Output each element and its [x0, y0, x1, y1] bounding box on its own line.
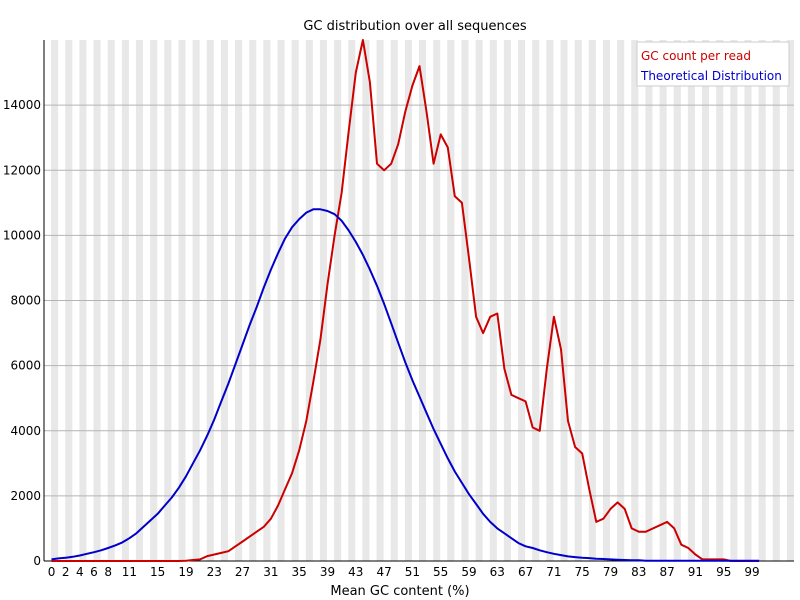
x-tick-43: 43 [348, 565, 363, 579]
legend: GC count per read Theoretical Distributi… [636, 41, 790, 87]
x-tick-99: 99 [744, 565, 759, 579]
x-tick-27: 27 [235, 565, 250, 579]
y-tick-14000: 14000 [3, 98, 41, 112]
x-tick-67: 67 [518, 565, 533, 579]
x-tick-71: 71 [546, 565, 561, 579]
x-tick-39: 39 [320, 565, 335, 579]
legend-box [636, 41, 790, 87]
x-tick-6: 6 [90, 565, 98, 579]
y-tick-12000: 12000 [3, 163, 41, 177]
legend-entry-gc-count: GC count per read [641, 49, 751, 63]
x-tick-87: 87 [659, 565, 674, 579]
series-lines [51, 39, 760, 562]
y-tick-4000: 4000 [10, 424, 41, 438]
x-tick-35: 35 [292, 565, 307, 579]
x-tick-63: 63 [490, 565, 505, 579]
x-tick-labels: 0 2 4 6 8 11 15 19 23 27 31 35 39 43 47 51 55 59 63 67 71 75 7… [48, 565, 760, 579]
x-tick-47: 47 [376, 565, 391, 579]
x-tick-91: 91 [688, 565, 703, 579]
x-tick-59: 59 [461, 565, 476, 579]
x-tick-19: 19 [178, 565, 193, 579]
x-tick-8: 8 [104, 565, 112, 579]
x-tick-23: 23 [207, 565, 222, 579]
legend-entry-theoretical: Theoretical Distribution [640, 69, 782, 83]
x-tick-31: 31 [263, 565, 278, 579]
x-tick-0: 0 [48, 565, 56, 579]
y-tick-0: 0 [33, 554, 41, 568]
x-tick-95: 95 [716, 565, 731, 579]
x-tick-55: 55 [433, 565, 448, 579]
x-tick-2: 2 [62, 565, 70, 579]
x-tick-75: 75 [575, 565, 590, 579]
x-tick-4: 4 [76, 565, 84, 579]
x-axis-label: Mean GC content (%) [330, 584, 469, 599]
x-tick-79: 79 [603, 565, 618, 579]
y-tick-10000: 10000 [3, 228, 41, 242]
y-tick-2000: 2000 [10, 489, 41, 503]
series-gc-count-per-read [51, 39, 760, 562]
x-tick-15: 15 [150, 565, 165, 579]
chart-title: GC distribution over all sequences [303, 19, 527, 34]
y-tick-6000: 6000 [10, 359, 41, 373]
x-tick-11: 11 [122, 565, 137, 579]
series-theoretical-distribution [51, 208, 760, 562]
x-tick-83: 83 [631, 565, 646, 579]
x-tick-51: 51 [405, 565, 420, 579]
y-tick-labels: 0 2000 4000 6000 8000 10000 12000 14000 [3, 98, 41, 568]
y-tick-8000: 8000 [10, 294, 41, 308]
